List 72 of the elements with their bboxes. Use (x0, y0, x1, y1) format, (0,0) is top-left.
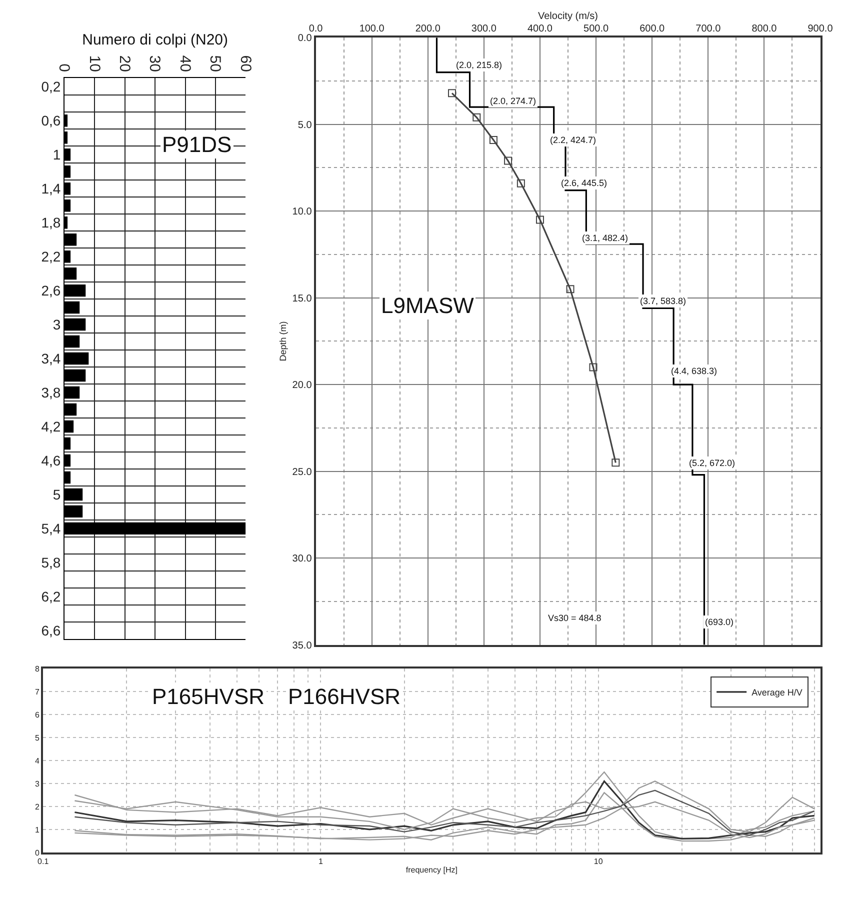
x-tick-label: 20 (116, 55, 134, 72)
x-tick-label: 800.0 (752, 24, 778, 35)
annotation: Vs30 = 484.8 (548, 613, 602, 623)
annotation: L9MASW (381, 293, 474, 318)
annotation: (4.4, 638.3) (671, 366, 718, 376)
y-tick-label: 2,6 (41, 282, 61, 298)
x-tick-label: 10 (594, 857, 604, 866)
legend-label: Average H/V (752, 687, 802, 698)
annotation: (2.0, 215.8) (456, 60, 502, 70)
y-tick-label: 3,4 (41, 350, 61, 366)
annotation: P165HVSR (152, 684, 265, 709)
x-tick-label: 300.0 (471, 24, 497, 35)
x-axis-title: Numero di colpi (N20) (82, 31, 228, 48)
annotation: (2.0, 274.7) (490, 96, 536, 106)
x-tick-label: 0.0 (308, 24, 324, 35)
y-tick-label: 4,2 (41, 418, 61, 434)
annotation: (5.2, 672.0) (689, 458, 736, 468)
y-tick-label: 6,2 (41, 588, 61, 604)
y-tick-label: 6 (35, 710, 40, 720)
annotation: P166HVSR (288, 684, 401, 709)
y-tick-label: 8 (35, 664, 40, 674)
y-tick-label: 7 (35, 687, 40, 696)
y-tick-label: 3,8 (41, 384, 61, 400)
y-tick-label: 3 (52, 316, 61, 332)
x-tick-label: 30 (146, 55, 164, 72)
y-tick-label: 2,2 (41, 248, 61, 264)
y-tick-label: 15.0 (292, 293, 312, 304)
x-tick-label: 10 (86, 55, 103, 72)
x-tick-label: 200.0 (415, 24, 441, 35)
y-tick-label: 3 (35, 779, 40, 788)
annotation: (3.7, 583.8) (640, 296, 686, 306)
y-tick-label: 1 (52, 146, 61, 163)
y-tick-label: 25.0 (292, 466, 312, 478)
y-tick-label: 0,2 (41, 78, 61, 95)
annotation: (693.0) (705, 617, 734, 627)
y-tick-label: 5.0 (298, 120, 312, 131)
y-axis-title: Depth (m) (278, 321, 288, 362)
y-tick-label: 0 (35, 848, 40, 858)
x-tick-label: 400.0 (527, 24, 553, 35)
y-tick-label: 1,4 (41, 180, 61, 197)
y-tick-label: 1,8 (41, 214, 61, 230)
x-tick-label: 40 (176, 55, 194, 72)
x-axis-title: frequency [Hz] (406, 866, 458, 875)
x-tick-label: 100.0 (359, 24, 385, 35)
y-tick-label: 5 (52, 486, 61, 502)
y-tick-label: 10.0 (292, 206, 312, 218)
y-tick-label: 0,6 (41, 112, 61, 129)
annotation: (2.2, 424.7) (550, 135, 596, 145)
x-tick-label: 50 (206, 55, 224, 72)
y-tick-label: 4 (35, 756, 40, 766)
y-tick-label: 5,4 (41, 520, 61, 536)
annotation: (3.1, 482.4) (582, 233, 628, 243)
x-tick-label: 700.0 (696, 24, 722, 35)
y-tick-label: 0.0 (298, 33, 312, 44)
y-tick-label: 20.0 (292, 380, 312, 392)
y-tick-label: 6,6 (41, 622, 61, 638)
x-tick-label: 0.1 (38, 857, 50, 866)
annotation: (2.6, 445.5) (561, 178, 608, 188)
annotation: P91DS (162, 132, 232, 157)
y-tick-label: 35.0 (292, 640, 312, 652)
x-tick-label: 900.0 (808, 24, 834, 35)
y-tick-label: 5,8 (41, 554, 61, 570)
x-axis-title: Velocity (m/s) (538, 11, 598, 22)
x-tick-label: 60 (236, 55, 254, 72)
x-tick-label: 1 (318, 857, 324, 866)
y-tick-label: 2 (35, 802, 40, 812)
y-tick-label: 4,6 (41, 452, 61, 468)
y-tick-label: 1 (35, 825, 40, 834)
y-tick-label: 30.0 (292, 554, 312, 565)
x-tick-label: 600.0 (640, 24, 666, 35)
x-tick-label: 500.0 (584, 24, 609, 35)
y-tick-label: 5 (35, 733, 40, 742)
